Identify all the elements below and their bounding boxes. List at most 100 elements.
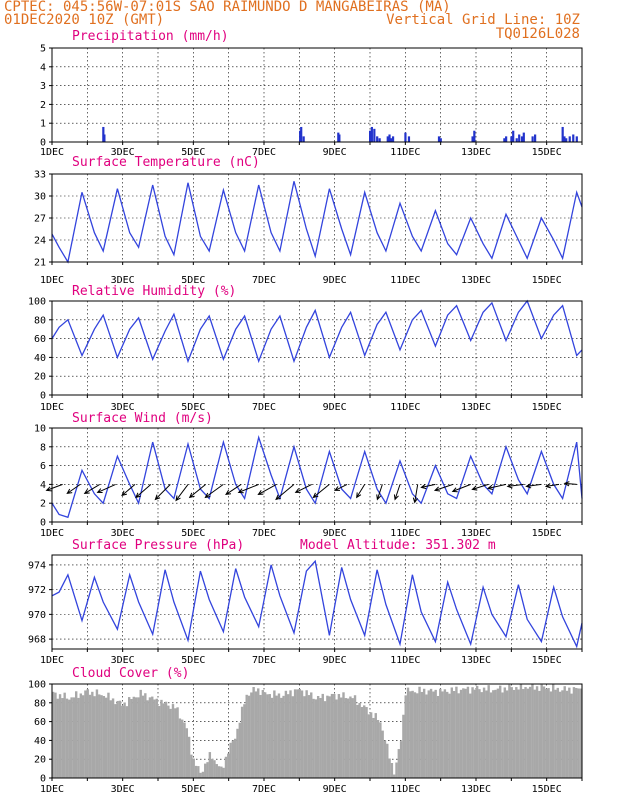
wind-arrow xyxy=(451,483,471,493)
cloud-bar xyxy=(372,717,375,778)
wind-arrow xyxy=(544,483,560,489)
cloud-bar xyxy=(224,756,228,778)
cloud-bar xyxy=(335,699,338,778)
temp-xtick-label: 5DEC xyxy=(181,275,205,286)
precip-panel: Precipitation (mm/h) 0 1 2 3 4 5 1DEC 3DEC 5DEC 7D… xyxy=(40,29,583,158)
rh-frame xyxy=(51,300,583,396)
precip-bar xyxy=(503,138,506,142)
temp-xtick-label: 13DEC xyxy=(461,275,491,286)
cloud-bar xyxy=(229,742,232,778)
cloud-xtick-label: 9DEC xyxy=(323,784,347,795)
temp-xtick-label: 15DEC xyxy=(532,275,562,286)
cloud-bar xyxy=(565,690,569,778)
cloud-bar xyxy=(457,693,460,778)
cloud-bar xyxy=(312,698,315,778)
cloud-bar xyxy=(390,763,394,778)
cloud-bar xyxy=(337,694,341,778)
cloud-bar xyxy=(263,692,267,778)
cloud-bar xyxy=(519,684,523,778)
cloud-bar xyxy=(471,687,474,778)
pressure-panel: Surface Pressure (hPa) Model Altitude: 35… xyxy=(28,538,583,666)
cloud-bar xyxy=(114,704,117,778)
cloud-frame xyxy=(51,683,583,779)
cloud-bar xyxy=(494,689,497,778)
cloud-bar xyxy=(402,714,405,778)
cloud-bar xyxy=(243,704,246,778)
cloud-bar xyxy=(413,692,417,778)
cloud-bar xyxy=(489,692,493,778)
wind-arrow xyxy=(393,484,401,501)
cloud-bar xyxy=(379,722,382,778)
cloud-bar xyxy=(157,706,161,778)
cloud-bar xyxy=(183,722,186,778)
pressure-xtick-label: 9DEC xyxy=(323,655,347,666)
cloud-bar xyxy=(517,689,520,778)
precip-xtick-label: 9DEC xyxy=(323,147,347,158)
rh-xtick-label: 13DEC xyxy=(461,402,491,413)
cloud-bar xyxy=(56,698,59,778)
precip-bar xyxy=(471,136,474,142)
wind-ytick-label: 6 xyxy=(40,461,46,472)
rh-xtick-label: 11DEC xyxy=(390,402,420,413)
rh-line xyxy=(51,299,583,364)
cloud-bar xyxy=(427,690,430,778)
cloud-bar xyxy=(360,707,364,778)
wind-arrow xyxy=(471,483,489,491)
cloud-bar xyxy=(210,758,214,778)
wind-arrow xyxy=(66,483,81,495)
cloud-bar xyxy=(464,688,467,778)
temp-line xyxy=(51,181,583,264)
cloud-bar xyxy=(388,758,391,778)
cloud-bar xyxy=(238,722,242,778)
pressure-title: Surface Pressure (hPa) xyxy=(72,538,244,553)
temp-ytick-label: 30 xyxy=(34,192,46,203)
cloud-bar xyxy=(411,690,414,778)
cloud-bar xyxy=(190,754,193,778)
cloud-bar xyxy=(208,752,212,778)
cloud-bar xyxy=(422,688,426,778)
cloud-bar xyxy=(441,691,444,778)
cloud-ytick-label: 0 xyxy=(40,774,46,785)
cloud-bar xyxy=(289,690,292,778)
cloud-bar xyxy=(487,685,490,778)
precip-ytick-label: 5 xyxy=(40,44,46,55)
temp-xtick-label: 9DEC xyxy=(323,275,347,286)
panels: Precipitation (mm/h) 0 1 2 3 4 5 1DEC 3DEC 5DEC 7D… xyxy=(28,29,583,795)
wind-arrow xyxy=(204,483,224,499)
cloud-bar xyxy=(88,694,92,778)
cloud-bar xyxy=(367,714,371,778)
wind-title: Surface Wind (m/s) xyxy=(72,411,213,426)
wind-arrow xyxy=(486,483,507,491)
cloud-bar xyxy=(330,693,334,778)
cloud-bar xyxy=(273,690,276,778)
cloud-bar xyxy=(250,692,253,778)
rh-xtick-label: 1DEC xyxy=(40,402,64,413)
wind-arrow xyxy=(412,484,419,504)
cloud-bar xyxy=(141,695,145,778)
cloud-bar xyxy=(307,695,311,778)
precip-bar xyxy=(439,138,442,142)
precip-ytick-label: 2 xyxy=(40,100,46,111)
cloud-bar xyxy=(579,688,583,778)
cloud-bar xyxy=(505,690,509,778)
pressure-xtick-label: 15DEC xyxy=(532,655,562,666)
precip-bar xyxy=(575,136,578,142)
wind-arrow xyxy=(225,483,242,496)
cloud-bar xyxy=(314,699,318,778)
precip-xtick-label: 13DEC xyxy=(461,147,491,158)
pressure-xtick-label: 1DEC xyxy=(40,655,64,666)
temp-panel: Surface Temperature (nC) 21 24 27 30 33 1DEC 3D… xyxy=(34,155,583,286)
cloud-bar xyxy=(116,700,119,778)
cloud-bar xyxy=(77,697,80,778)
cloud-bar xyxy=(436,695,440,778)
cloud-bar xyxy=(445,691,449,778)
cloud-bar xyxy=(351,698,354,778)
rh-panel: Relative Humidity (%) 0 20 40 60 80 100 1DEC 3DE… xyxy=(28,284,583,413)
cloud-bar xyxy=(563,686,566,778)
wind-arrow xyxy=(294,483,312,493)
cloud-bar xyxy=(432,691,435,778)
cloud-bar xyxy=(127,697,131,778)
cloud-bar xyxy=(132,696,136,778)
cloud-bar xyxy=(215,764,218,778)
